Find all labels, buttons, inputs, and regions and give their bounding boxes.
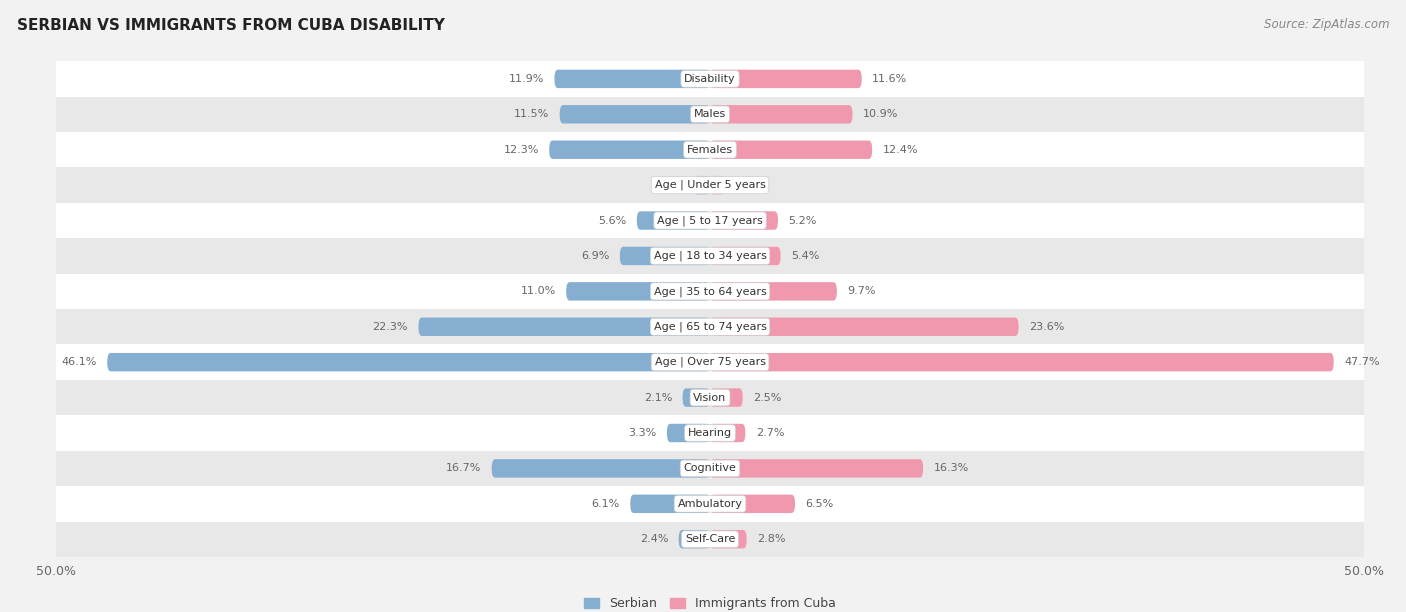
Text: 46.1%: 46.1%	[62, 357, 97, 367]
Text: 6.5%: 6.5%	[806, 499, 834, 509]
Text: 6.1%: 6.1%	[592, 499, 620, 509]
Text: 6.9%: 6.9%	[581, 251, 609, 261]
FancyBboxPatch shape	[567, 282, 710, 300]
FancyBboxPatch shape	[710, 176, 724, 195]
FancyBboxPatch shape	[710, 494, 794, 513]
Text: SERBIAN VS IMMIGRANTS FROM CUBA DISABILITY: SERBIAN VS IMMIGRANTS FROM CUBA DISABILI…	[17, 18, 444, 34]
Text: 2.8%: 2.8%	[756, 534, 786, 544]
Bar	[56, 345, 1364, 380]
Bar	[56, 61, 1364, 97]
Text: 5.4%: 5.4%	[792, 251, 820, 261]
Bar	[56, 274, 1364, 309]
FancyBboxPatch shape	[710, 70, 862, 88]
FancyBboxPatch shape	[710, 141, 872, 159]
FancyBboxPatch shape	[107, 353, 710, 371]
Bar	[56, 309, 1364, 345]
Text: 47.7%: 47.7%	[1344, 357, 1379, 367]
Text: 23.6%: 23.6%	[1029, 322, 1064, 332]
Text: 11.9%: 11.9%	[509, 74, 544, 84]
Text: 12.3%: 12.3%	[503, 144, 538, 155]
Text: 2.5%: 2.5%	[754, 392, 782, 403]
Text: 9.7%: 9.7%	[848, 286, 876, 296]
Text: 12.4%: 12.4%	[883, 144, 918, 155]
Bar	[56, 238, 1364, 274]
FancyBboxPatch shape	[419, 318, 710, 336]
Text: Source: ZipAtlas.com: Source: ZipAtlas.com	[1264, 18, 1389, 31]
FancyBboxPatch shape	[666, 424, 710, 442]
Text: Hearing: Hearing	[688, 428, 733, 438]
Text: 5.2%: 5.2%	[789, 215, 817, 226]
Text: Age | Under 5 years: Age | Under 5 years	[655, 180, 765, 190]
Text: Females: Females	[688, 144, 733, 155]
Text: Ambulatory: Ambulatory	[678, 499, 742, 509]
Text: 1.1%: 1.1%	[735, 180, 763, 190]
FancyBboxPatch shape	[710, 530, 747, 548]
Text: 22.3%: 22.3%	[373, 322, 408, 332]
Bar	[56, 416, 1364, 450]
FancyBboxPatch shape	[554, 70, 710, 88]
Text: 5.6%: 5.6%	[598, 215, 626, 226]
Text: Age | 35 to 64 years: Age | 35 to 64 years	[654, 286, 766, 297]
Legend: Serbian, Immigrants from Cuba: Serbian, Immigrants from Cuba	[579, 592, 841, 612]
Bar	[56, 97, 1364, 132]
Text: 2.7%: 2.7%	[756, 428, 785, 438]
FancyBboxPatch shape	[710, 318, 1018, 336]
Text: 3.3%: 3.3%	[628, 428, 657, 438]
Text: 10.9%: 10.9%	[863, 110, 898, 119]
FancyBboxPatch shape	[679, 530, 710, 548]
Text: Age | 65 to 74 years: Age | 65 to 74 years	[654, 321, 766, 332]
FancyBboxPatch shape	[710, 424, 745, 442]
Bar	[56, 486, 1364, 521]
Text: Age | 5 to 17 years: Age | 5 to 17 years	[657, 215, 763, 226]
Text: Vision: Vision	[693, 392, 727, 403]
FancyBboxPatch shape	[710, 211, 778, 230]
FancyBboxPatch shape	[492, 459, 710, 477]
FancyBboxPatch shape	[637, 211, 710, 230]
FancyBboxPatch shape	[710, 459, 924, 477]
Bar	[56, 521, 1364, 557]
Text: Disability: Disability	[685, 74, 735, 84]
Text: Age | 18 to 34 years: Age | 18 to 34 years	[654, 251, 766, 261]
Text: 11.0%: 11.0%	[520, 286, 555, 296]
Bar	[56, 380, 1364, 416]
Text: Males: Males	[695, 110, 725, 119]
FancyBboxPatch shape	[710, 105, 852, 124]
Bar	[56, 132, 1364, 168]
Bar	[56, 203, 1364, 238]
FancyBboxPatch shape	[710, 247, 780, 265]
Text: Self-Care: Self-Care	[685, 534, 735, 544]
FancyBboxPatch shape	[560, 105, 710, 124]
FancyBboxPatch shape	[710, 389, 742, 407]
Bar	[56, 450, 1364, 486]
Bar	[56, 168, 1364, 203]
Text: Age | Over 75 years: Age | Over 75 years	[655, 357, 765, 367]
FancyBboxPatch shape	[630, 494, 710, 513]
Text: 16.3%: 16.3%	[934, 463, 969, 474]
FancyBboxPatch shape	[550, 141, 710, 159]
FancyBboxPatch shape	[710, 282, 837, 300]
Text: 1.3%: 1.3%	[654, 180, 682, 190]
FancyBboxPatch shape	[693, 176, 710, 195]
FancyBboxPatch shape	[710, 353, 1334, 371]
Text: 11.5%: 11.5%	[515, 110, 550, 119]
Text: 11.6%: 11.6%	[872, 74, 907, 84]
Text: 2.1%: 2.1%	[644, 392, 672, 403]
FancyBboxPatch shape	[620, 247, 710, 265]
FancyBboxPatch shape	[682, 389, 710, 407]
Text: 16.7%: 16.7%	[446, 463, 481, 474]
Text: Cognitive: Cognitive	[683, 463, 737, 474]
Text: 2.4%: 2.4%	[640, 534, 668, 544]
